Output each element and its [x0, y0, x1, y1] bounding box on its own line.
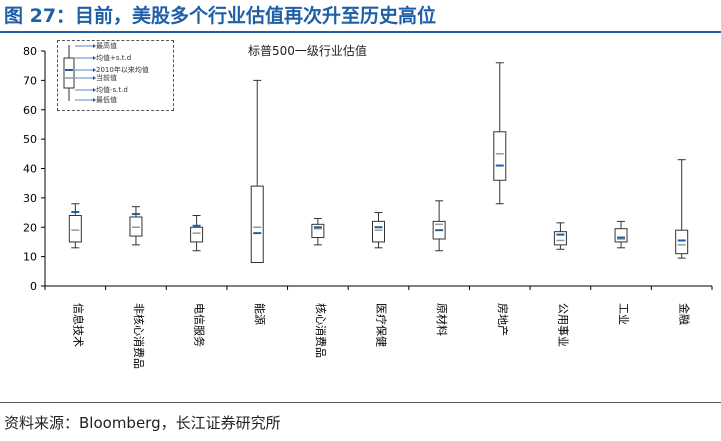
box-group [553, 222, 567, 250]
y-tick-label: 40 [23, 163, 37, 176]
title-divider [0, 31, 721, 33]
sd-box [493, 131, 507, 181]
x-tick-label: 金融 [678, 303, 692, 325]
x-tick-label: 信息技术 [71, 303, 85, 347]
boxplot-chart: 0 10 20 30 40 50 60 70 80 信息技术 非核心消费品 电信服务 能源 核心消费品 医疗… [23, 44, 713, 369]
legend-label-mean-plus-sd: 均值+s.t.d [96, 54, 132, 62]
legend-label-min: 最低值 [96, 96, 117, 104]
legend-arrowhead [93, 68, 96, 72]
y-tick-label: 80 [23, 45, 37, 58]
legend-label-mean-minus-sd: 均值-s.t.d [96, 86, 128, 94]
chart-title: 标普500一级行业估值 [248, 44, 367, 58]
x-tick-label: 工业 [617, 303, 630, 325]
y-tick-label: 70 [23, 74, 37, 87]
box-group [311, 217, 325, 246]
source-divider [0, 402, 721, 403]
x-tick-label: 房地产 [496, 303, 510, 336]
x-tick-label: 公用事业 [556, 303, 569, 347]
legend-marks [63, 44, 96, 102]
legend-arrowhead [93, 44, 96, 48]
box-group [493, 62, 507, 205]
legend-arrowhead [93, 76, 96, 80]
sd-box [372, 220, 385, 243]
legend-box-glyph [63, 57, 75, 89]
legend-label-current: 当前值 [96, 74, 117, 82]
y-tick-label: 60 [23, 104, 37, 117]
x-tick-label: 非核心消费品 [132, 303, 146, 369]
box-group [372, 212, 385, 249]
y-tick-label: 0 [30, 280, 37, 293]
legend-label-mean: 2010年以来均值 [96, 66, 149, 74]
source-note: 资料来源：Bloomberg，长江证券研究所 [4, 414, 281, 432]
y-tick-label: 10 [23, 251, 37, 264]
y-tick-label: 20 [23, 221, 37, 234]
legend-arrowhead [93, 88, 96, 92]
sd-box [68, 215, 82, 243]
box-group [250, 79, 264, 263]
x-tick-label: 原材料 [435, 303, 449, 336]
box-group [675, 159, 689, 259]
sd-box [675, 229, 689, 255]
sd-box [250, 185, 264, 263]
legend-arrowhead [93, 56, 96, 60]
legend-arrowhead [93, 98, 96, 102]
x-tick-label: 能源 [253, 303, 267, 325]
x-tick-label: 医疗保健 [375, 303, 389, 347]
x-tick-label: 核心消费品 [314, 303, 328, 358]
sd-box [614, 228, 628, 243]
legend-box [57, 40, 174, 111]
box-group [190, 215, 204, 252]
legend-label-max: 最高值 [96, 42, 117, 50]
box-group [129, 206, 143, 246]
chart-boxes [68, 62, 689, 263]
box-group [614, 220, 628, 249]
y-tick-label: 50 [23, 133, 37, 146]
chart-axes: 0 10 20 30 40 50 60 70 80 信息技术 非核心消费品 电信服务 能源 核心消费品 医疗… [23, 45, 713, 369]
box-group [432, 200, 446, 252]
box-group [68, 203, 82, 249]
figure-title: 图 27：目前，美股多个行业估值再次升至历史高位 [4, 5, 437, 27]
sd-box [190, 226, 204, 243]
y-tick-label: 30 [23, 192, 37, 205]
x-tick-label: 电信服务 [193, 303, 206, 347]
